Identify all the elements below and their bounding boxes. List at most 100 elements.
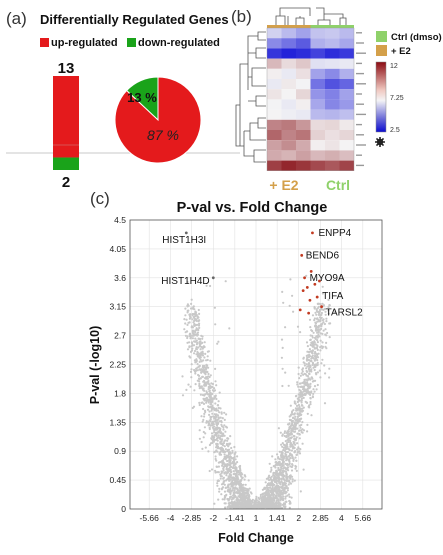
volcano-point xyxy=(267,501,270,504)
volcano-point xyxy=(224,463,227,466)
volcano-point xyxy=(224,486,227,489)
pie-chart xyxy=(114,76,202,164)
heatmap-cell xyxy=(281,109,296,120)
volcano-point xyxy=(222,451,225,454)
volcano-point xyxy=(296,325,300,328)
volcano-point xyxy=(301,421,304,424)
volcano-point xyxy=(246,489,249,492)
volcano-point xyxy=(246,491,249,494)
volcano-point xyxy=(298,432,301,436)
heatmap-cell xyxy=(296,48,311,59)
volcano-point xyxy=(309,400,312,404)
volcano-point xyxy=(306,387,309,390)
volcano-point xyxy=(189,316,192,319)
volcano-point xyxy=(258,506,261,509)
gene-label-hist1h3i: HIST1H3I xyxy=(162,235,206,246)
volcano-point xyxy=(311,329,314,333)
heatmap-cell xyxy=(310,28,325,39)
volcano-point xyxy=(262,502,265,505)
heatmap-cell xyxy=(281,68,296,79)
volcano-point xyxy=(277,489,280,492)
gear-icon[interactable] xyxy=(375,137,385,147)
volcano-point xyxy=(214,455,217,458)
volcano-point xyxy=(232,493,235,496)
volcano-point xyxy=(296,415,299,418)
volcano-point xyxy=(287,430,290,433)
volcano-significant-point xyxy=(300,253,304,257)
volcano-point xyxy=(270,466,273,469)
volcano-point xyxy=(200,371,203,374)
heatmap-cell xyxy=(296,89,311,100)
volcano-point xyxy=(305,370,309,373)
gene-label-enpp4: ENPP4 xyxy=(318,228,351,239)
volcano-point xyxy=(212,440,215,443)
volcano-point xyxy=(276,490,279,494)
volcano-point xyxy=(300,392,304,395)
volcano-point xyxy=(286,466,290,469)
legend-e2-label: + E2 xyxy=(391,46,411,57)
volcano-point xyxy=(311,336,314,339)
volcano-point xyxy=(287,483,290,486)
volcano-point xyxy=(288,500,292,503)
volcano-point xyxy=(270,481,274,484)
volcano-point xyxy=(290,454,294,457)
volcano-point xyxy=(209,374,212,377)
heatmap-cell xyxy=(296,130,311,141)
volcano-point xyxy=(294,467,297,470)
heatmap-row-label xyxy=(356,113,366,116)
volcano-point xyxy=(217,406,220,409)
volcano-point xyxy=(300,429,303,432)
gene-label-bend6: BEND6 xyxy=(306,250,340,261)
volcano-point xyxy=(216,426,219,429)
volcano-point xyxy=(285,476,288,479)
volcano-point xyxy=(217,465,220,468)
volcano-point xyxy=(275,504,278,507)
x-tick-label: 1 xyxy=(254,513,259,523)
volcano-point xyxy=(195,314,198,317)
volcano-point xyxy=(282,456,286,460)
volcano-point xyxy=(316,363,319,366)
volcano-point xyxy=(281,290,284,293)
volcano-point xyxy=(280,338,284,341)
volcano-point xyxy=(308,392,311,395)
volcano-point xyxy=(219,435,222,438)
volcano-point xyxy=(274,461,277,464)
volcano-point xyxy=(232,464,235,467)
volcano-point xyxy=(228,442,231,445)
heatmap-cell xyxy=(281,38,296,49)
legend-e2-swatch xyxy=(376,45,387,56)
volcano-point xyxy=(200,440,203,444)
volcano-point xyxy=(207,388,210,391)
volcano-point xyxy=(230,446,233,450)
volcano-point xyxy=(205,401,208,404)
volcano-point xyxy=(315,325,318,328)
volcano-point xyxy=(311,363,314,366)
volcano-point xyxy=(284,470,288,473)
volcano-point xyxy=(298,388,301,391)
volcano-point xyxy=(315,347,318,350)
heatmap-row-label xyxy=(356,42,364,44)
volcano-point xyxy=(306,365,309,368)
volcano-point xyxy=(217,461,220,464)
heatmap-cell xyxy=(281,58,296,69)
heatmap-row-label xyxy=(356,164,364,167)
volcano-point xyxy=(316,348,319,351)
volcano-point xyxy=(306,423,309,426)
volcano-point xyxy=(226,439,229,442)
volcano-point xyxy=(269,495,272,498)
volcano-point xyxy=(198,403,201,407)
volcano-point xyxy=(219,429,222,432)
volcano-point xyxy=(189,370,193,373)
volcano-point xyxy=(309,396,312,400)
volcano-point xyxy=(277,427,280,430)
heatmap-cell xyxy=(281,119,296,130)
volcano-point xyxy=(293,417,296,420)
volcano-point xyxy=(278,450,281,453)
heatmap-cell xyxy=(267,160,282,171)
volcano-point xyxy=(308,318,312,321)
volcano-point xyxy=(194,372,197,375)
volcano-point xyxy=(287,440,290,444)
volcano-point xyxy=(271,491,274,494)
volcano-point xyxy=(210,406,213,409)
volcano-significant-point xyxy=(309,269,313,273)
